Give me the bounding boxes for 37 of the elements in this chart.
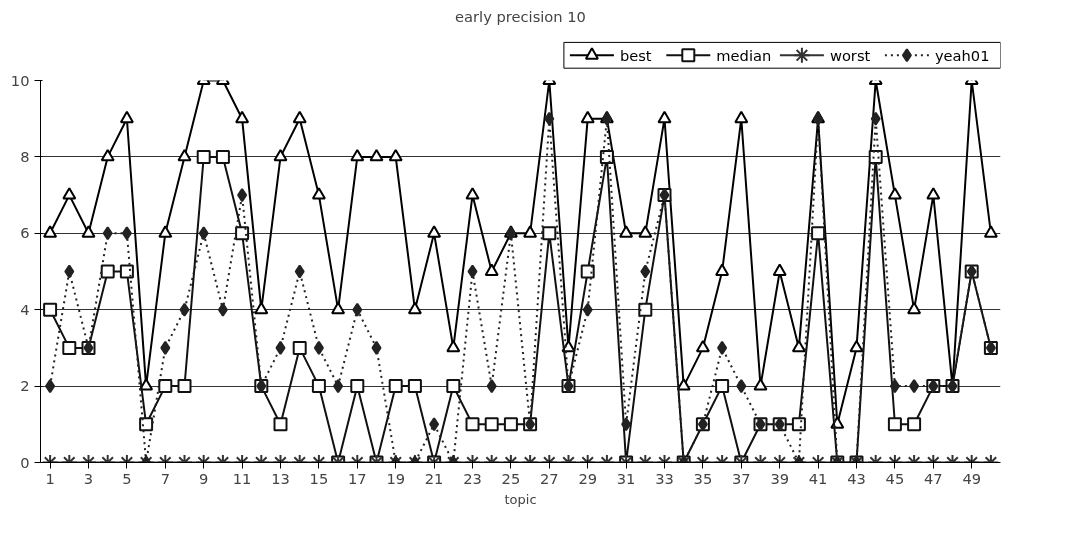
legend-label: best: [619, 46, 652, 64]
x-tick-label: 21: [424, 469, 444, 487]
x-tick-label: 23: [463, 469, 482, 487]
y-tick-label: 10: [10, 71, 30, 89]
x-tick-label: 25: [501, 469, 521, 487]
x-tick-label: 15: [309, 469, 329, 487]
legend-label: yeah01: [934, 46, 990, 64]
y-tick-label: 4: [20, 300, 30, 318]
x-axis-title: topic: [504, 491, 537, 507]
x-tick-label: 43: [847, 469, 866, 487]
x-tick-label: 13: [271, 469, 290, 487]
y-tick-label: 0: [20, 453, 30, 471]
legend-label: worst: [829, 46, 871, 64]
x-tick-label: 37: [731, 469, 751, 487]
y-tick-label: 8: [20, 147, 30, 165]
x-tick-label: 31: [616, 469, 636, 487]
x-tick-label: 49: [962, 469, 982, 487]
x-tick-label: 3: [83, 469, 94, 487]
x-tick-label: 1: [45, 469, 55, 487]
x-tick-label: 45: [885, 469, 905, 487]
x-tick-label: 33: [655, 469, 674, 487]
x-tick-label: 47: [923, 469, 943, 487]
x-tick-label: 9: [199, 469, 209, 487]
x-tick-label: 7: [160, 469, 170, 487]
x-tick-label: 29: [578, 469, 598, 487]
y-tick-label: 6: [20, 224, 30, 242]
x-tick-label: 41: [808, 469, 828, 487]
x-tick-label: 17: [347, 469, 367, 487]
chart-title: early precision 10: [455, 7, 586, 25]
x-tick-label: 39: [770, 469, 790, 487]
x-tick-label: 27: [539, 469, 559, 487]
x-tick-label: 11: [232, 469, 252, 487]
x-tick-label: 19: [386, 469, 406, 487]
y-tick-label: 2: [20, 377, 30, 395]
legend-label: median: [716, 46, 772, 64]
x-tick-label: 35: [693, 469, 713, 487]
x-tick-label: 5: [122, 469, 132, 487]
